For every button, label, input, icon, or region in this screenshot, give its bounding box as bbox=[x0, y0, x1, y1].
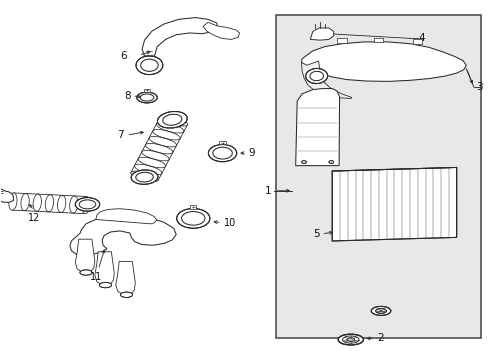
Polygon shape bbox=[70, 216, 176, 255]
Bar bbox=[276, 15, 480, 338]
Ellipse shape bbox=[81, 197, 90, 214]
Bar bbox=[143, 89, 150, 92]
Text: 5: 5 bbox=[312, 229, 319, 239]
Bar bbox=[336, 39, 346, 42]
Polygon shape bbox=[95, 252, 114, 286]
Text: 9: 9 bbox=[248, 148, 255, 158]
Text: 7: 7 bbox=[117, 130, 124, 140]
Ellipse shape bbox=[375, 309, 386, 314]
Polygon shape bbox=[96, 209, 157, 224]
Ellipse shape bbox=[370, 306, 390, 315]
Text: 4: 4 bbox=[418, 33, 425, 43]
Text: 11: 11 bbox=[90, 272, 102, 282]
Ellipse shape bbox=[80, 270, 92, 275]
Polygon shape bbox=[295, 89, 339, 166]
Ellipse shape bbox=[208, 144, 236, 162]
Ellipse shape bbox=[137, 92, 157, 103]
Ellipse shape bbox=[337, 334, 363, 345]
Polygon shape bbox=[310, 28, 333, 40]
Text: 1: 1 bbox=[264, 186, 271, 196]
Ellipse shape bbox=[9, 193, 17, 210]
Text: 6: 6 bbox=[120, 51, 127, 61]
Ellipse shape bbox=[75, 198, 100, 211]
Ellipse shape bbox=[130, 171, 158, 182]
Polygon shape bbox=[116, 261, 135, 296]
Bar bbox=[373, 38, 383, 42]
Ellipse shape bbox=[301, 161, 306, 163]
Polygon shape bbox=[75, 239, 95, 273]
Text: 8: 8 bbox=[123, 91, 130, 101]
Ellipse shape bbox=[160, 116, 187, 126]
Ellipse shape bbox=[305, 68, 327, 84]
Text: 10: 10 bbox=[223, 218, 235, 228]
Bar bbox=[219, 141, 225, 144]
Ellipse shape bbox=[131, 170, 158, 184]
Ellipse shape bbox=[120, 292, 132, 297]
Text: 2: 2 bbox=[376, 333, 383, 343]
Polygon shape bbox=[331, 167, 456, 241]
Ellipse shape bbox=[99, 282, 111, 288]
Polygon shape bbox=[142, 18, 217, 56]
Ellipse shape bbox=[346, 338, 354, 341]
Ellipse shape bbox=[136, 56, 163, 75]
Bar bbox=[190, 205, 196, 208]
Polygon shape bbox=[301, 61, 351, 99]
Bar bbox=[412, 40, 422, 44]
Ellipse shape bbox=[157, 112, 187, 128]
Polygon shape bbox=[301, 42, 466, 81]
Polygon shape bbox=[0, 189, 13, 202]
Polygon shape bbox=[203, 22, 239, 40]
Text: 12: 12 bbox=[28, 213, 40, 223]
Ellipse shape bbox=[328, 161, 333, 163]
Ellipse shape bbox=[176, 208, 209, 228]
Text: 3: 3 bbox=[475, 82, 482, 93]
